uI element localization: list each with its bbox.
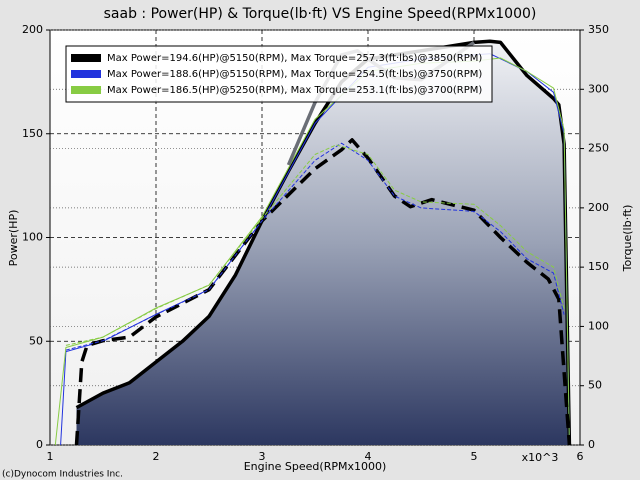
x-multiplier: x10^3 [522, 451, 559, 464]
y2-tick-label: 50 [588, 379, 602, 392]
x-axis-label: Engine Speed(RPMx1000) [244, 460, 387, 473]
x-tick-label: 5 [471, 450, 478, 463]
area [76, 41, 570, 445]
y2-tick-label: 150 [588, 260, 609, 273]
y2-axis-label: Torque(lb·ft) [621, 205, 634, 273]
line [65, 142, 565, 351]
legend-swatch [71, 54, 101, 62]
y-tick-label: 150 [22, 127, 43, 140]
chart-title: saab : Power(HP) & Torque(lb·ft) VS Engi… [104, 6, 537, 22]
legend-text: Max Power=188.6(HP)@5150(RPM), Max Torqu… [107, 69, 482, 80]
x-tick-label: 1 [47, 450, 54, 463]
y-tick-label: 200 [22, 23, 43, 36]
x-tick-label: 3 [259, 450, 266, 463]
y2-tick-label: 350 [588, 23, 609, 36]
y-tick-label: 100 [22, 231, 43, 244]
line [65, 144, 565, 346]
x-tick-label: 6 [577, 450, 584, 463]
x-tick-label: 2 [153, 450, 160, 463]
legend-box [65, 45, 493, 103]
legend-swatch [71, 70, 101, 78]
x-tick-label: 4 [365, 450, 372, 463]
legend-text: Max Power=186.5(HP)@5250(RPM), Max Torqu… [107, 85, 482, 96]
y-tick-label: 0 [36, 438, 43, 451]
y-tick-label: 50 [29, 334, 43, 347]
y2-tick-label: 300 [588, 82, 609, 95]
y2-tick-label: 200 [588, 201, 609, 214]
y2-tick-label: 100 [588, 319, 609, 332]
legend-swatch [71, 86, 101, 94]
y-axis-label: Power(HP) [7, 210, 20, 267]
legend-text: Max Power=194.6(HP)@5150(RPM), Max Torqu… [107, 53, 482, 64]
credit: (c)Dynocom Industries Inc. [2, 470, 123, 480]
y2-tick-label: 250 [588, 142, 609, 155]
line [74, 138, 572, 446]
y2-tick-label: 0 [588, 438, 595, 451]
